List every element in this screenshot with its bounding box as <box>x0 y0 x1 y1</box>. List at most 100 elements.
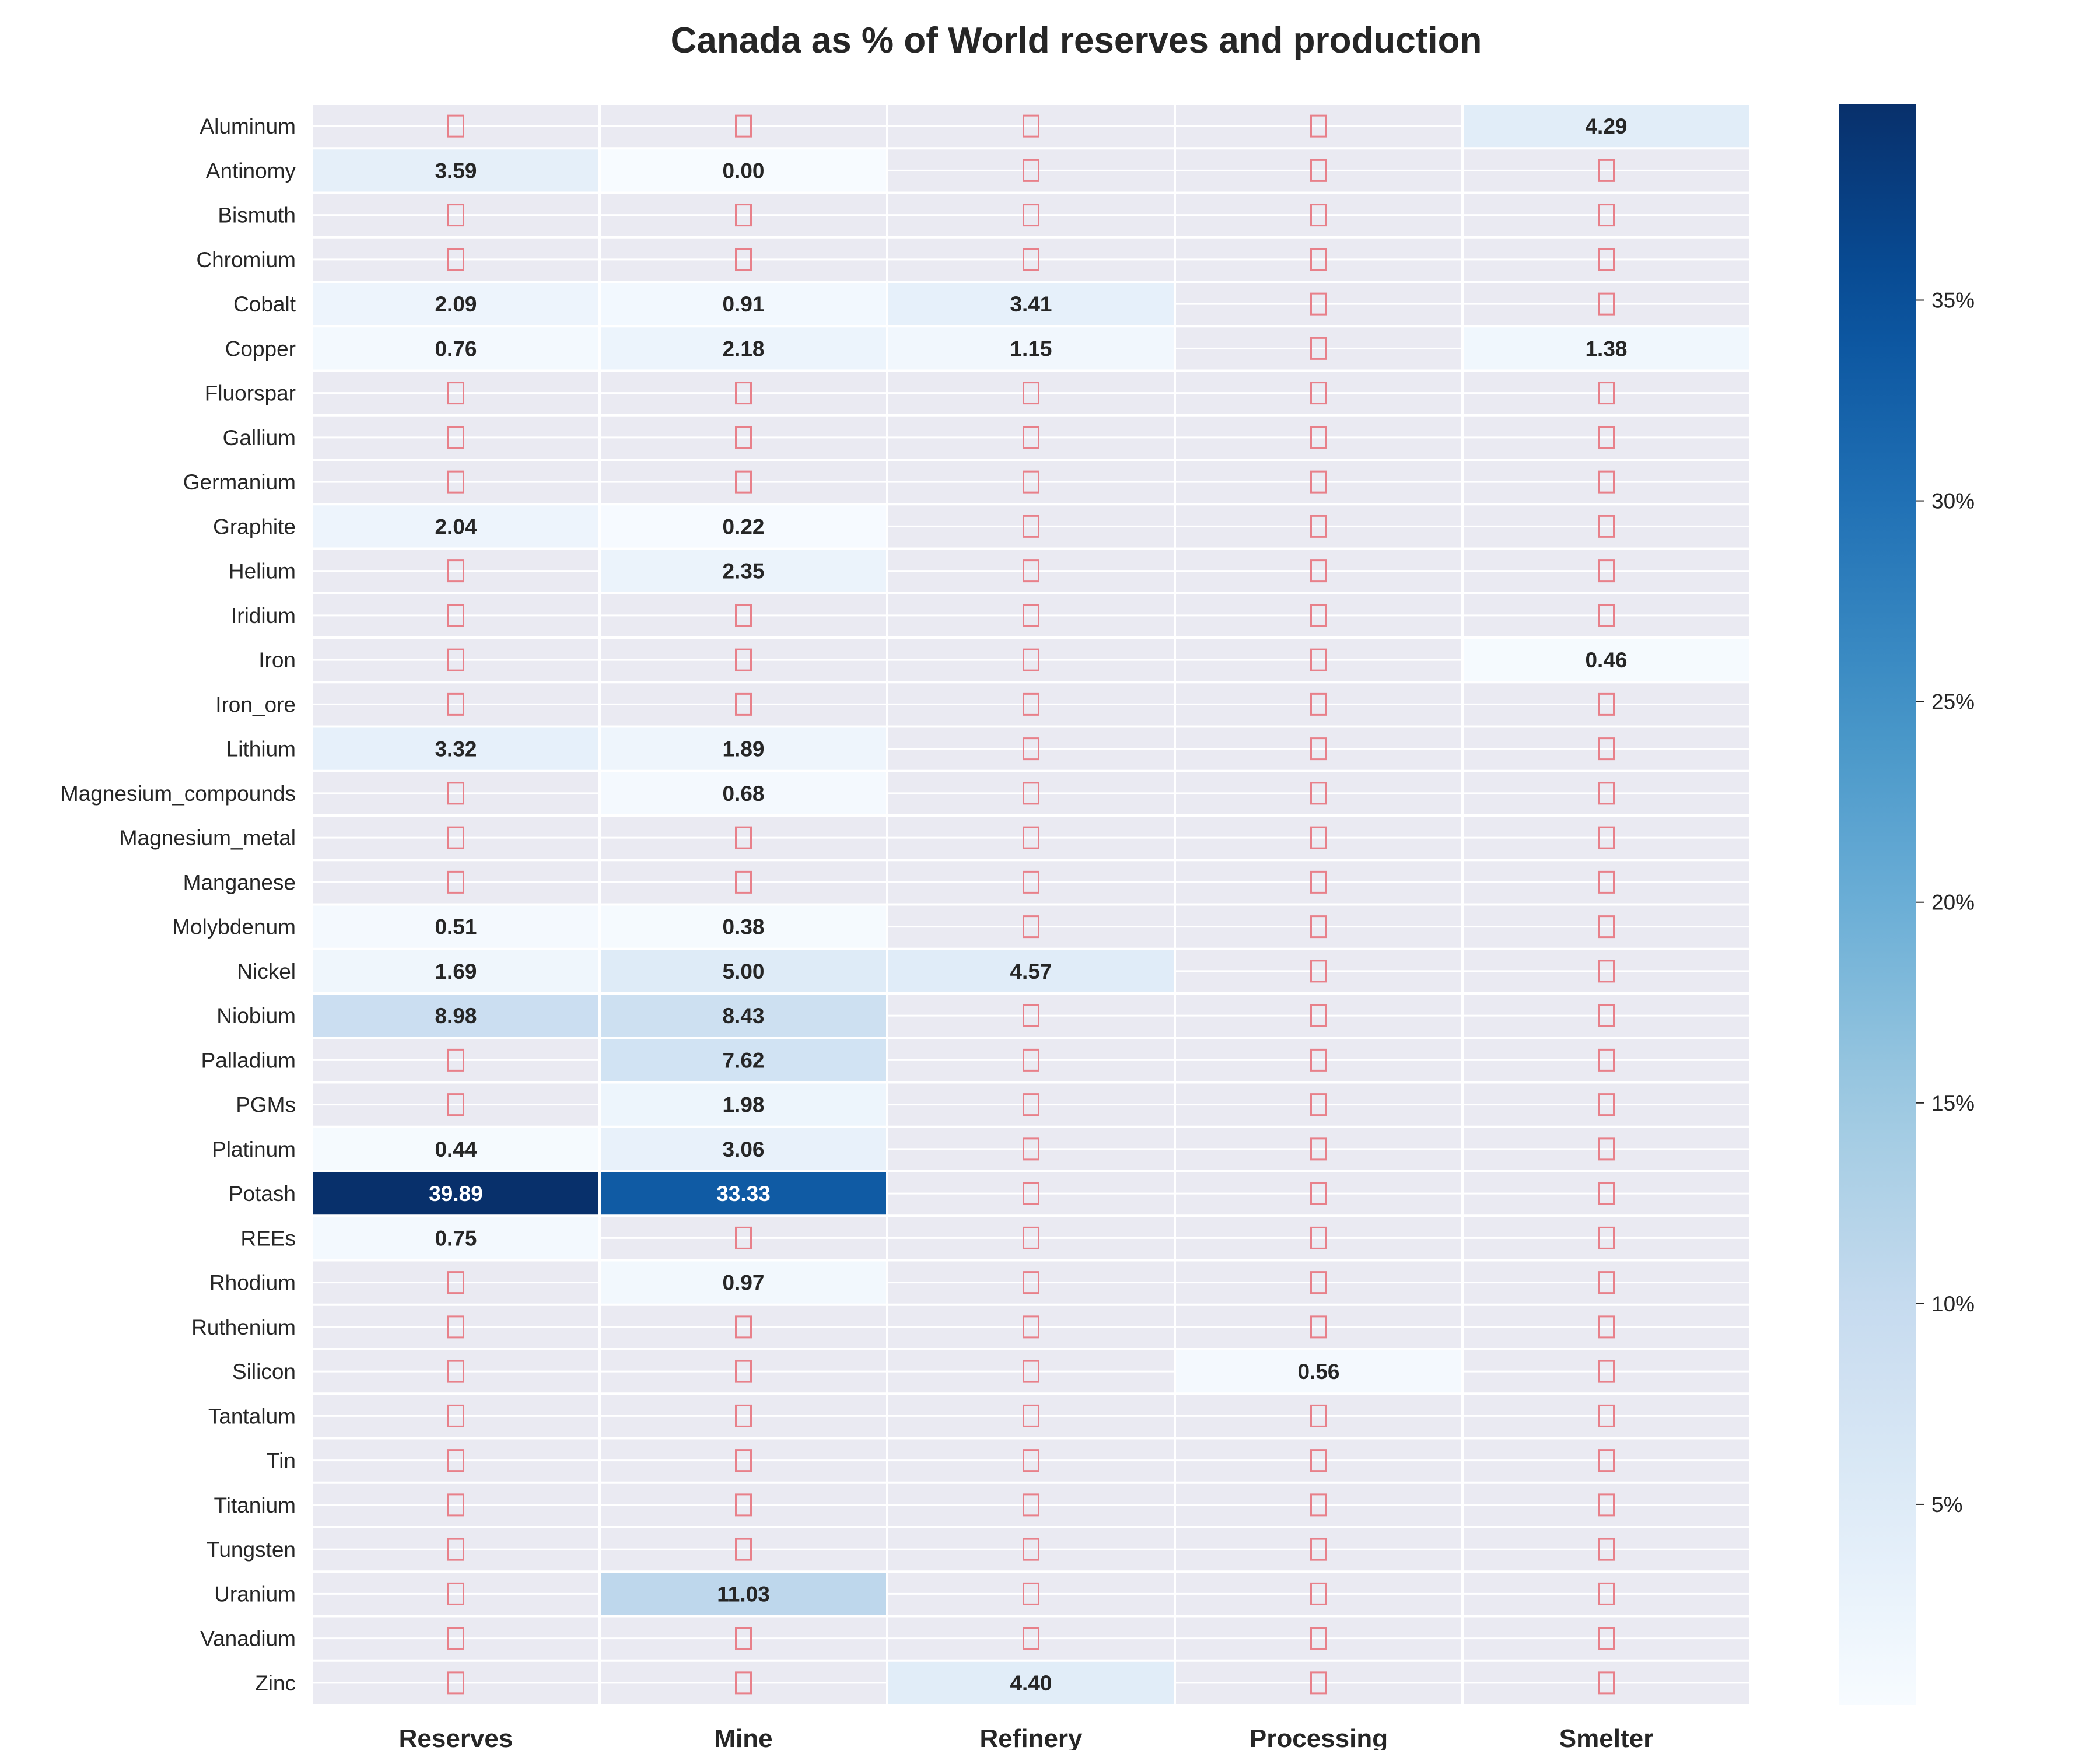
missing-value-glyph <box>1598 604 1615 627</box>
missing-value-glyph <box>1598 1582 1615 1605</box>
missing-value-glyph <box>1310 337 1327 360</box>
missing-value-glyph <box>447 1449 464 1472</box>
missing-value-glyph <box>447 382 464 405</box>
row-label: Tin <box>267 1449 296 1473</box>
missing-value-glyph <box>1598 426 1615 449</box>
colorbar-tick-label: 25% <box>1931 690 1975 714</box>
heatmap-cell <box>600 993 887 1038</box>
missing-value-glyph <box>1310 426 1327 449</box>
heatmap-cell <box>600 548 887 593</box>
missing-value-glyph <box>1598 382 1615 405</box>
missing-value-glyph <box>735 1449 752 1472</box>
cell-value-label: 2.04 <box>435 514 477 538</box>
missing-value-glyph <box>1598 1538 1615 1561</box>
missing-value-glyph <box>735 470 752 494</box>
missing-value-glyph <box>1310 648 1327 671</box>
heatmap-cell <box>600 326 887 371</box>
missing-value-glyph <box>1023 114 1040 138</box>
missing-value-glyph <box>1310 870 1327 894</box>
missing-value-glyph <box>1598 1048 1615 1072</box>
row-label: PGMs <box>236 1093 296 1117</box>
colorbar-tick-label: 30% <box>1931 489 1975 513</box>
heatmap-cell <box>312 726 600 771</box>
row-label: Lithium <box>226 737 296 761</box>
missing-value-glyph <box>447 1048 464 1072</box>
heatmap-cell <box>600 1260 887 1305</box>
cell-value-label: 1.15 <box>1010 337 1052 360</box>
cell-value-label: 3.32 <box>435 737 477 761</box>
missing-value-glyph <box>1310 1538 1327 1561</box>
cell-value-label: 0.00 <box>722 159 764 183</box>
heatmap-cell <box>600 1082 887 1127</box>
missing-value-glyph <box>1310 1182 1327 1205</box>
heatmap-cell <box>1175 1349 1462 1394</box>
row-label: Cobalt <box>233 292 296 316</box>
colorbar-tick-label: 5% <box>1931 1493 1962 1517</box>
missing-value-glyph <box>447 1315 464 1339</box>
missing-value-glyph <box>1023 692 1040 716</box>
missing-value-glyph <box>1023 1093 1040 1116</box>
missing-value-glyph <box>1310 826 1327 849</box>
missing-value-glyph <box>1310 1493 1327 1517</box>
missing-value-glyph <box>735 692 752 716</box>
cell-value-label: 0.38 <box>722 915 764 939</box>
colorbar-tick-label: 20% <box>1931 891 1975 915</box>
missing-value-glyph <box>1598 737 1615 761</box>
cell-value-label: 7.62 <box>722 1048 764 1072</box>
row-label: Gallium <box>223 426 296 450</box>
missing-value-glyph <box>1310 1449 1327 1472</box>
row-label: Potash <box>229 1182 296 1206</box>
missing-value-glyph <box>1310 1671 1327 1695</box>
missing-value-glyph <box>447 1093 464 1116</box>
cell-value-label: 0.76 <box>435 337 477 360</box>
chart-title: Canada as % of World reserves and produc… <box>671 20 1482 61</box>
missing-value-glyph <box>1023 426 1040 449</box>
missing-value-glyph <box>1598 1315 1615 1339</box>
heatmap-cell <box>600 282 887 327</box>
row-label: Magnesium_compounds <box>61 782 296 806</box>
cell-value-label: 0.56 <box>1297 1360 1339 1384</box>
missing-value-glyph <box>735 1493 752 1517</box>
missing-value-glyph <box>1023 648 1040 671</box>
row-label: Iridium <box>231 604 296 628</box>
missing-value-glyph <box>1023 1493 1040 1517</box>
row-label: Rhodium <box>209 1271 296 1295</box>
cell-value-label: 1.98 <box>722 1093 764 1117</box>
missing-value-glyph <box>1023 1627 1040 1650</box>
missing-value-glyph <box>1598 1004 1615 1027</box>
row-label: Uranium <box>214 1582 296 1606</box>
row-label: Chromium <box>196 248 296 272</box>
missing-value-glyph <box>1310 604 1327 627</box>
missing-value-glyph <box>1310 1226 1327 1250</box>
missing-value-glyph <box>1023 1360 1040 1383</box>
missing-value-glyph <box>1023 514 1040 538</box>
cell-value-label: 39.89 <box>429 1182 483 1206</box>
heatmap-cell <box>600 148 887 193</box>
missing-value-glyph <box>735 426 752 449</box>
missing-value-glyph <box>1310 1627 1327 1650</box>
missing-value-glyph <box>1310 204 1327 227</box>
cell-value-label: 0.91 <box>722 292 764 316</box>
missing-value-glyph <box>1598 204 1615 227</box>
missing-value-glyph <box>735 1315 752 1339</box>
missing-value-glyph <box>1310 960 1327 983</box>
cell-value-label: 1.38 <box>1585 337 1627 360</box>
row-label: Manganese <box>183 870 296 894</box>
missing-value-glyph <box>1023 1538 1040 1561</box>
missing-value-glyph <box>735 1360 752 1383</box>
missing-value-glyph <box>1023 737 1040 761</box>
missing-value-glyph <box>1598 1671 1615 1695</box>
missing-value-glyph <box>1023 559 1040 583</box>
missing-value-glyph <box>1023 915 1040 939</box>
missing-value-glyph <box>447 114 464 138</box>
heatmap-cell <box>600 1126 887 1171</box>
row-labels: Aluminum Antinomy Bismuth Chromium Cobalt Cop… <box>61 114 296 1695</box>
missing-value-glyph <box>1310 782 1327 805</box>
heatmap-cell <box>312 148 600 193</box>
missing-value-glyph <box>1310 737 1327 761</box>
missing-value-glyph <box>1023 1404 1040 1427</box>
missing-value-glyph <box>1023 1004 1040 1027</box>
missing-value-glyph <box>1598 1182 1615 1205</box>
heatmap-cell <box>600 904 887 949</box>
missing-value-glyph <box>1310 1315 1327 1339</box>
